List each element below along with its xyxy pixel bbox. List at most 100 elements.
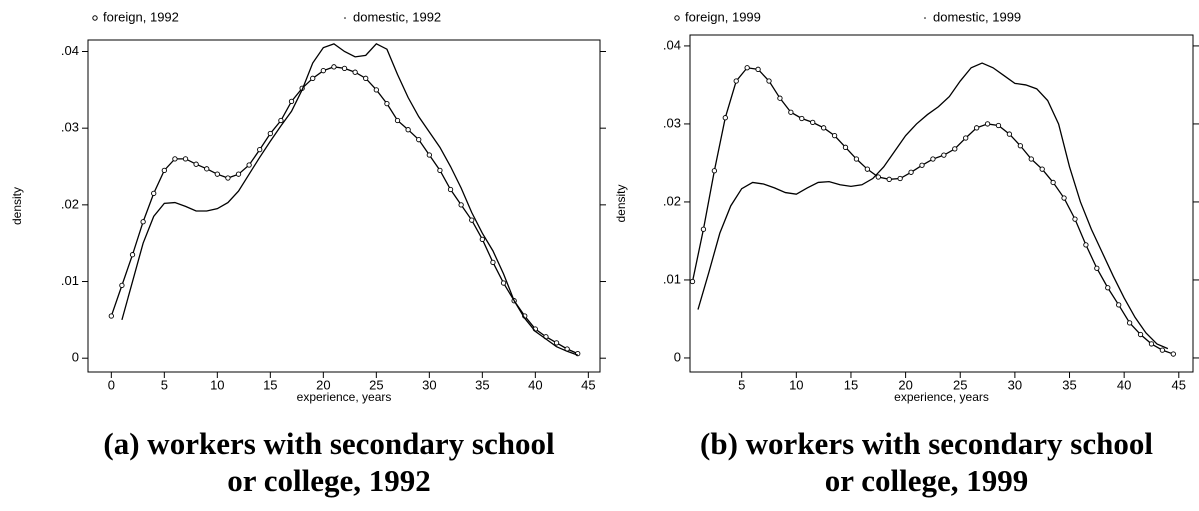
caption: (a) workers with secondary school: [103, 426, 555, 461]
data-point: [373, 87, 379, 93]
data-point: [257, 146, 263, 153]
data-point: [842, 144, 849, 150]
data-point: [875, 174, 881, 180]
data-point: [711, 168, 718, 174]
x-tick-label: 25: [369, 377, 383, 392]
legend-label: foreign, 1999: [685, 9, 761, 24]
data-point: [886, 176, 892, 182]
data-point: [479, 236, 485, 243]
y-tick-label: .04: [663, 37, 681, 52]
x-tick-label: 20: [898, 377, 912, 392]
data-point: [831, 132, 838, 139]
x-tick-label: 45: [1172, 377, 1186, 392]
data-point: [161, 167, 167, 173]
y-tick-label: .04: [61, 43, 79, 58]
data-point: [500, 280, 507, 286]
data-point: [744, 65, 750, 71]
data-point: [469, 217, 475, 223]
x-tick-label: 5: [738, 377, 745, 392]
data-point: [416, 137, 422, 143]
data-point: [151, 190, 157, 196]
data-point: [919, 162, 925, 168]
x-tick-label: 10: [210, 377, 224, 392]
data-point: [1083, 242, 1089, 248]
data-point: [864, 166, 871, 172]
data-point: [225, 175, 231, 181]
data-point: [341, 65, 348, 72]
y-tick-label: 0: [72, 350, 79, 365]
data-point: [384, 100, 390, 107]
x-tick-label: 45: [581, 377, 595, 392]
data-point: [733, 78, 739, 84]
x-tick-label: 35: [1062, 377, 1076, 392]
data-point: [288, 98, 295, 104]
data-point: [984, 121, 991, 127]
x-tick-label: 35: [475, 377, 489, 392]
caption: (b) workers with secondary school: [700, 426, 1153, 461]
legend-label: foreign, 1992: [103, 9, 179, 24]
x-tick-label: 30: [1008, 377, 1022, 392]
data-point: [405, 127, 411, 133]
x-tick-label: 10: [789, 377, 803, 392]
data-point: [995, 122, 1002, 129]
data-point: [1137, 331, 1144, 338]
data-point: [235, 171, 242, 177]
data-point: [1017, 143, 1023, 149]
x-tick-label: 0: [108, 377, 115, 392]
y-tick-label: .01: [663, 271, 681, 286]
data-point: [320, 68, 326, 74]
data-point: [363, 75, 369, 81]
legend-marker: [674, 15, 680, 21]
data-point: [1061, 195, 1067, 201]
y-axis-label: density: [10, 187, 24, 225]
data-point: [553, 340, 560, 346]
data-point: [129, 252, 136, 258]
y-tick-label: .01: [61, 273, 79, 288]
data-point: [331, 64, 337, 70]
x-tick-label: 15: [844, 377, 858, 392]
data-point: [1072, 216, 1078, 222]
data-point: [204, 166, 210, 172]
data-point: [193, 161, 199, 167]
data-point: [1148, 341, 1155, 347]
data-point: [140, 219, 146, 225]
data-point: [490, 259, 496, 266]
data-point: [119, 282, 125, 289]
y-axis-label: density: [614, 184, 628, 222]
data-point: [458, 202, 464, 208]
data-point: [182, 156, 189, 162]
data-point: [689, 278, 696, 285]
data-point: [755, 66, 761, 72]
data-point: [722, 115, 728, 121]
data-point: [352, 69, 358, 75]
series-line: [121, 43, 578, 356]
data-point: [820, 125, 827, 131]
legend-label: domestic, 1992: [353, 9, 441, 24]
x-tick-label: 40: [528, 377, 542, 392]
data-point: [394, 117, 401, 124]
data-point: [1159, 347, 1166, 353]
data-point: [777, 95, 783, 101]
x-tick-label: 20: [316, 377, 330, 392]
y-tick-label: 0: [674, 349, 681, 364]
data-point: [278, 117, 284, 124]
data-point: [1105, 285, 1111, 291]
data-point: [788, 109, 794, 115]
y-tick-label: .03: [61, 120, 79, 135]
data-point: [1039, 166, 1045, 172]
legend-label: domestic, 1999: [933, 9, 1021, 24]
data-point: [108, 313, 114, 319]
legend-marker: [92, 15, 98, 21]
series-line: [110, 66, 578, 355]
data-point: [1094, 265, 1100, 271]
data-point: [267, 130, 273, 137]
series-line: [697, 62, 1169, 350]
data-point: [1006, 131, 1013, 137]
x-tick-label: 30: [422, 377, 436, 392]
legend-marker: [344, 17, 346, 19]
x-tick-label: 15: [263, 377, 277, 392]
plot-frame: [87, 39, 601, 373]
data-point: [1028, 156, 1034, 162]
data-point: [437, 167, 443, 173]
